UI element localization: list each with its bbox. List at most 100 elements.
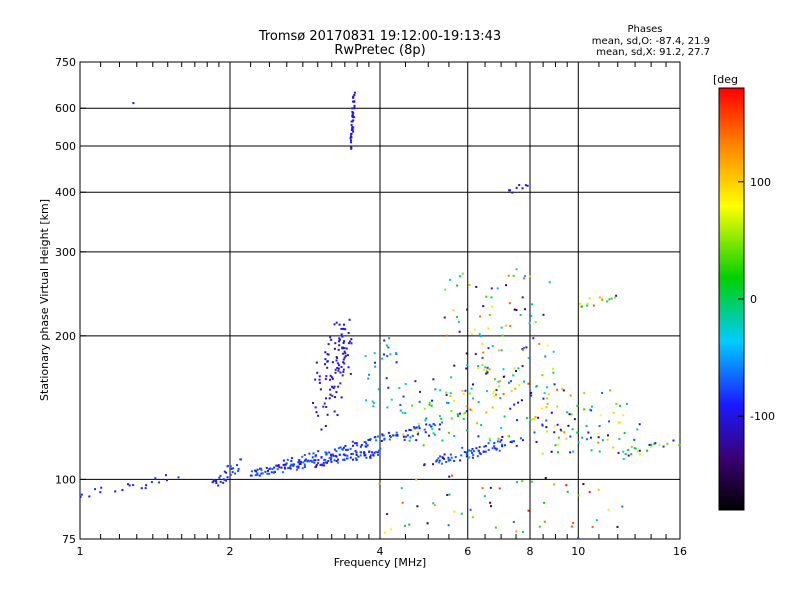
data-point bbox=[435, 460, 438, 463]
data-point bbox=[570, 413, 573, 416]
data-point bbox=[606, 438, 609, 441]
data-point bbox=[431, 428, 434, 431]
data-point bbox=[625, 402, 628, 405]
data-point bbox=[460, 454, 463, 457]
colorbar-label: [deg bbox=[713, 73, 738, 86]
data-point bbox=[337, 340, 340, 343]
data-point bbox=[380, 439, 383, 442]
data-point bbox=[340, 365, 343, 368]
data-point bbox=[418, 400, 421, 403]
data-point bbox=[589, 436, 592, 439]
data-point bbox=[341, 448, 344, 451]
data-point bbox=[453, 460, 456, 463]
data-point bbox=[613, 296, 616, 299]
data-point bbox=[340, 396, 343, 399]
data-point bbox=[515, 444, 518, 447]
data-point bbox=[468, 449, 471, 452]
data-point bbox=[324, 458, 327, 461]
data-point bbox=[401, 501, 404, 504]
data-point bbox=[474, 352, 477, 355]
data-point bbox=[121, 489, 124, 492]
data-point bbox=[627, 449, 630, 452]
data-point bbox=[329, 393, 332, 396]
data-point bbox=[521, 439, 524, 442]
data-point bbox=[499, 380, 502, 383]
data-point bbox=[254, 474, 257, 477]
data-point bbox=[363, 451, 366, 454]
data-point bbox=[399, 403, 402, 406]
data-point bbox=[499, 397, 502, 400]
data-point bbox=[404, 411, 407, 414]
data-point bbox=[285, 462, 288, 465]
data-point bbox=[469, 408, 472, 411]
data-point bbox=[546, 344, 549, 347]
data-point bbox=[510, 390, 513, 393]
data-point bbox=[650, 443, 653, 446]
data-point bbox=[351, 440, 354, 443]
data-point bbox=[599, 414, 602, 417]
data-point bbox=[373, 352, 376, 355]
data-point bbox=[373, 436, 376, 439]
data-point bbox=[571, 428, 574, 431]
data-point bbox=[368, 450, 371, 453]
data-point bbox=[408, 428, 411, 431]
data-point bbox=[500, 349, 503, 352]
data-point bbox=[509, 324, 512, 327]
data-point bbox=[466, 308, 469, 311]
data-point bbox=[411, 434, 414, 437]
data-point bbox=[501, 334, 504, 337]
data-point bbox=[99, 491, 102, 494]
data-point bbox=[666, 442, 669, 445]
data-point bbox=[359, 451, 362, 454]
data-point bbox=[566, 411, 569, 414]
data-point bbox=[513, 308, 516, 311]
data-point bbox=[346, 457, 349, 460]
data-point bbox=[424, 431, 427, 434]
data-point bbox=[341, 335, 344, 338]
data-point bbox=[158, 481, 161, 484]
data-point bbox=[483, 495, 486, 498]
data-point bbox=[531, 303, 534, 306]
data-point bbox=[351, 107, 354, 110]
data-point bbox=[482, 450, 485, 453]
data-point bbox=[468, 456, 471, 459]
data-point bbox=[344, 328, 347, 331]
data-point bbox=[503, 415, 506, 418]
data-point bbox=[79, 495, 82, 498]
data-point bbox=[469, 508, 472, 511]
data-point bbox=[530, 480, 533, 483]
data-point bbox=[471, 383, 474, 386]
data-point bbox=[371, 400, 374, 403]
data-point bbox=[308, 460, 311, 463]
data-point bbox=[425, 417, 428, 420]
data-point bbox=[513, 403, 516, 406]
data-point bbox=[463, 450, 466, 453]
data-point bbox=[453, 435, 456, 438]
data-point bbox=[224, 478, 227, 481]
data-point bbox=[610, 297, 613, 300]
data-point bbox=[500, 326, 503, 329]
data-point bbox=[349, 456, 352, 459]
data-point bbox=[292, 464, 295, 467]
data-point bbox=[447, 524, 450, 527]
data-point bbox=[519, 314, 522, 317]
data-point bbox=[502, 393, 505, 396]
data-point bbox=[222, 481, 225, 484]
data-point bbox=[597, 488, 600, 491]
data-point bbox=[339, 382, 342, 385]
data-point bbox=[485, 411, 488, 414]
data-point bbox=[493, 442, 496, 445]
data-point bbox=[100, 486, 103, 489]
data-point bbox=[622, 414, 625, 417]
data-point bbox=[327, 460, 330, 463]
data-point bbox=[568, 413, 571, 416]
data-point bbox=[346, 448, 349, 451]
data-point bbox=[471, 452, 474, 455]
data-point bbox=[297, 465, 300, 468]
data-point bbox=[488, 437, 491, 440]
data-point bbox=[515, 309, 518, 312]
data-point bbox=[334, 368, 337, 371]
data-point bbox=[482, 368, 485, 371]
data-point bbox=[553, 383, 556, 386]
data-point bbox=[436, 459, 439, 462]
